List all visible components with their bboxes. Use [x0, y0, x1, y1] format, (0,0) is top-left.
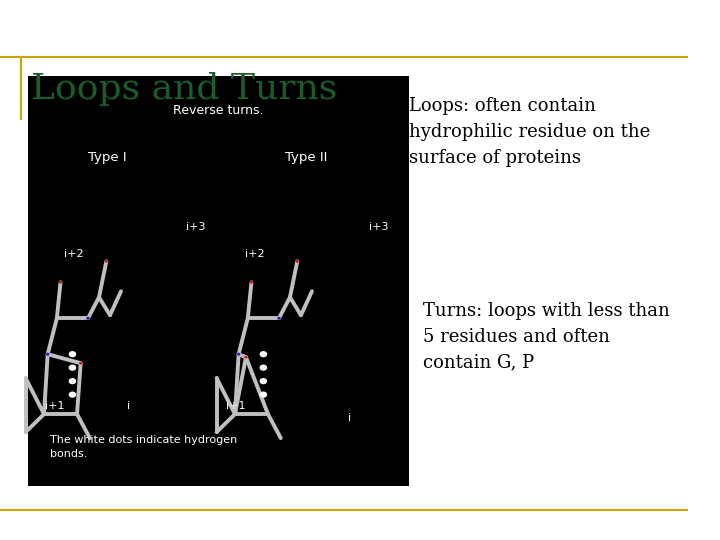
Text: Loops and Turns: Loops and Turns: [31, 72, 337, 106]
Text: Type II: Type II: [285, 151, 328, 164]
Text: Turns: loops with less than
5 residues and often
contain G, P: Turns: loops with less than 5 residues a…: [423, 302, 670, 372]
Circle shape: [69, 379, 76, 383]
Text: i+3: i+3: [369, 222, 389, 232]
Circle shape: [69, 392, 76, 397]
Circle shape: [297, 261, 298, 262]
Text: i: i: [348, 413, 351, 423]
Text: Type I: Type I: [89, 151, 127, 164]
Circle shape: [69, 365, 76, 370]
Circle shape: [260, 392, 266, 397]
Text: i+1: i+1: [45, 401, 64, 411]
Bar: [27, 76, 410, 486]
Text: Reverse turns.: Reverse turns.: [174, 104, 264, 117]
Text: The white dots indicate hydrogen
bonds.: The white dots indicate hydrogen bonds.: [50, 435, 238, 458]
Text: i+1: i+1: [226, 401, 246, 411]
Text: i+3: i+3: [186, 222, 205, 232]
Circle shape: [69, 352, 76, 356]
Circle shape: [60, 281, 61, 283]
Circle shape: [260, 379, 266, 383]
Circle shape: [245, 356, 247, 358]
Circle shape: [80, 362, 81, 364]
Circle shape: [251, 281, 252, 283]
Circle shape: [278, 318, 280, 319]
Circle shape: [238, 353, 240, 355]
Text: i+2: i+2: [64, 249, 84, 259]
Text: Loops: often contain
hydrophilic residue on the
surface of proteins: Loops: often contain hydrophilic residue…: [410, 97, 651, 167]
Circle shape: [260, 365, 266, 370]
Circle shape: [105, 261, 107, 262]
Circle shape: [87, 318, 89, 319]
Text: i: i: [127, 401, 130, 411]
Circle shape: [260, 352, 266, 356]
Text: i+2: i+2: [246, 249, 265, 259]
Circle shape: [47, 353, 49, 355]
